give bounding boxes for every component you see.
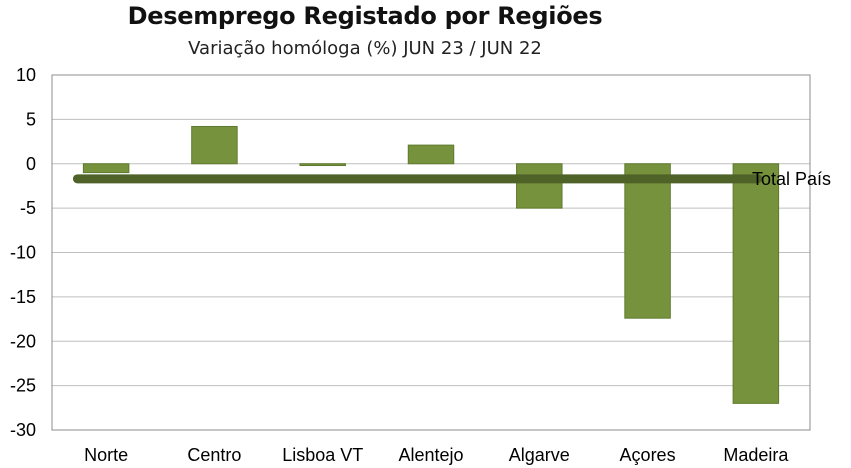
category-label: Açores	[620, 445, 676, 465]
bar	[516, 163, 563, 209]
category-label: Madeira	[723, 445, 789, 465]
bar	[191, 125, 238, 165]
y-tick-label: -30	[10, 420, 36, 440]
chart-title: Desemprego Registado por Regiões	[127, 2, 603, 30]
y-tick-label: -10	[10, 243, 36, 263]
y-tick-label: 5	[26, 109, 36, 129]
y-tick-label: -5	[20, 198, 36, 218]
category-label: Centro	[187, 445, 241, 465]
y-tick-label: 0	[26, 154, 36, 174]
bar	[624, 163, 671, 319]
bar	[407, 144, 455, 165]
y-tick-label: -15	[10, 287, 36, 307]
chart-subtitle: Variação homóloga (%) JUN 23 / JUN 22	[188, 38, 542, 59]
y-tick-label: 10	[16, 65, 36, 85]
bar	[299, 163, 346, 167]
total-pais-label: Total País	[752, 169, 831, 189]
category-label: Norte	[84, 445, 128, 465]
bar	[82, 163, 130, 174]
category-label: Alentejo	[398, 445, 463, 465]
bar	[732, 163, 780, 404]
category-label: Algarve	[509, 445, 570, 465]
y-tick-label: -25	[10, 376, 36, 396]
category-label: Lisboa VT	[282, 445, 363, 465]
plot-area-border	[51, 74, 811, 431]
y-tick-label: -20	[10, 331, 36, 351]
